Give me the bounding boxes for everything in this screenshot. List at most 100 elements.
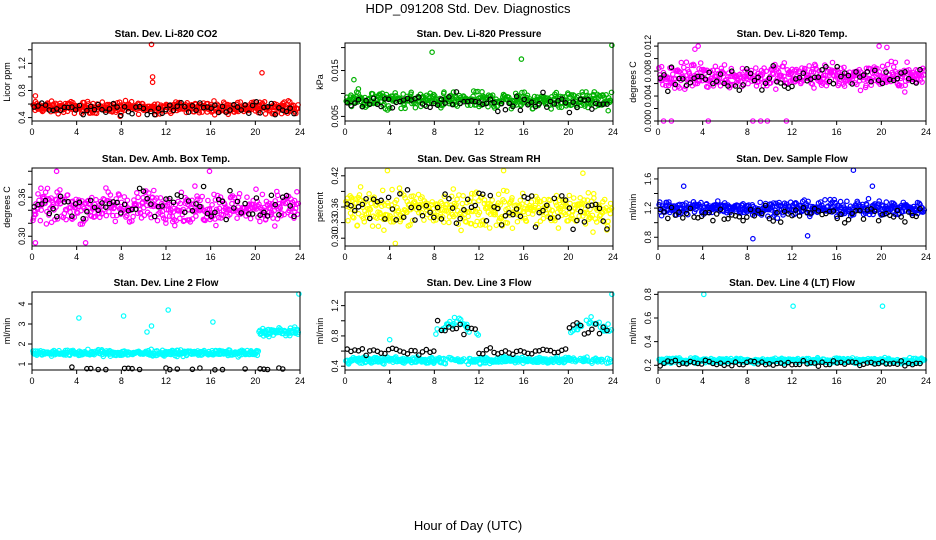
y-tick-label: 0.4: [330, 360, 340, 373]
data-point: [473, 189, 480, 196]
data-point: [465, 213, 472, 220]
data-point: [151, 111, 158, 118]
data-point: [661, 209, 667, 215]
data-point: [350, 215, 357, 221]
data-point: [185, 198, 192, 204]
data-point: [458, 227, 464, 234]
data-point: [438, 216, 445, 222]
data-point: [528, 99, 535, 106]
data-point: [227, 107, 233, 113]
data-point: [268, 192, 275, 199]
data-point: [753, 83, 760, 89]
data-point: [261, 209, 267, 216]
data-point: [581, 219, 588, 225]
data-point: [206, 168, 213, 175]
data-point: [69, 213, 75, 220]
data-point: [487, 345, 494, 351]
data-point: [547, 98, 554, 105]
data-point: [76, 315, 82, 321]
data-point: [287, 105, 294, 112]
data-point: [129, 110, 135, 117]
y-axis-label: ml/min: [628, 194, 638, 221]
data-point: [114, 199, 120, 206]
data-point: [884, 44, 890, 51]
y-tick-label: 0.012: [643, 35, 653, 58]
data-point: [367, 206, 374, 213]
data-point: [30, 217, 36, 224]
data-point: [181, 217, 188, 224]
data-point: [513, 206, 520, 212]
data-point: [91, 204, 98, 211]
data-point: [714, 198, 721, 204]
data-point: [264, 213, 271, 219]
data-point: [268, 100, 275, 107]
data-points: [656, 167, 928, 242]
data-point: [389, 105, 396, 111]
data-point: [276, 105, 282, 111]
data-point: [561, 198, 568, 204]
y-tick-label: 1.2: [17, 57, 27, 70]
data-point: [592, 201, 599, 208]
data-point: [879, 303, 886, 310]
data-point: [276, 212, 282, 218]
x-tick-label: 12: [161, 252, 171, 262]
data-point: [463, 321, 470, 328]
data-point: [129, 365, 135, 372]
data-point: [38, 201, 45, 207]
data-point: [441, 89, 447, 95]
data-point: [114, 104, 120, 110]
data-point: [442, 327, 448, 334]
data-point: [238, 210, 245, 216]
data-point: [589, 326, 595, 333]
data-point: [772, 86, 779, 93]
data-point: [236, 190, 243, 197]
data-point: [350, 94, 357, 100]
data-point: [116, 192, 123, 198]
data-point: [732, 83, 739, 89]
data-point: [596, 205, 603, 212]
data-point: [118, 210, 124, 216]
data-point: [359, 201, 366, 208]
data-point: [781, 73, 787, 80]
data-point: [868, 82, 875, 89]
data-point: [702, 76, 709, 83]
data-point: [261, 104, 267, 111]
panel-title: Stan. Dev. Amb. Box Temp.: [102, 154, 230, 165]
data-point: [260, 207, 267, 214]
data-point: [447, 205, 453, 211]
data-point: [65, 198, 71, 205]
data-point: [151, 101, 158, 108]
data-point: [751, 77, 758, 84]
data-points: [343, 42, 615, 116]
data-point: [396, 185, 403, 191]
data-point: [687, 79, 694, 86]
y-tick-label: 0.000: [643, 110, 653, 133]
data-point: [676, 85, 683, 91]
data-point: [366, 191, 372, 197]
data-point: [817, 199, 824, 205]
y-tick-label: 4: [17, 301, 27, 306]
data-point: [375, 223, 382, 230]
data-point: [451, 314, 458, 321]
data-point: [472, 326, 479, 332]
data-point: [566, 205, 573, 211]
data-point: [401, 102, 407, 109]
data-point: [351, 76, 357, 83]
data-point: [849, 210, 856, 217]
data-point: [136, 185, 143, 192]
data-point: [713, 211, 720, 217]
data-point: [453, 89, 460, 95]
data-point: [562, 346, 569, 352]
data-point: [483, 100, 490, 107]
data-point: [412, 104, 419, 111]
data-point: [393, 217, 400, 223]
y-tick-label: 0.36: [17, 188, 27, 206]
data-point: [841, 64, 847, 71]
data-point: [354, 222, 361, 229]
data-point: [209, 202, 215, 208]
data-point: [816, 68, 823, 74]
data-point: [547, 215, 554, 221]
data-point: [382, 216, 388, 222]
data-point: [875, 77, 882, 84]
